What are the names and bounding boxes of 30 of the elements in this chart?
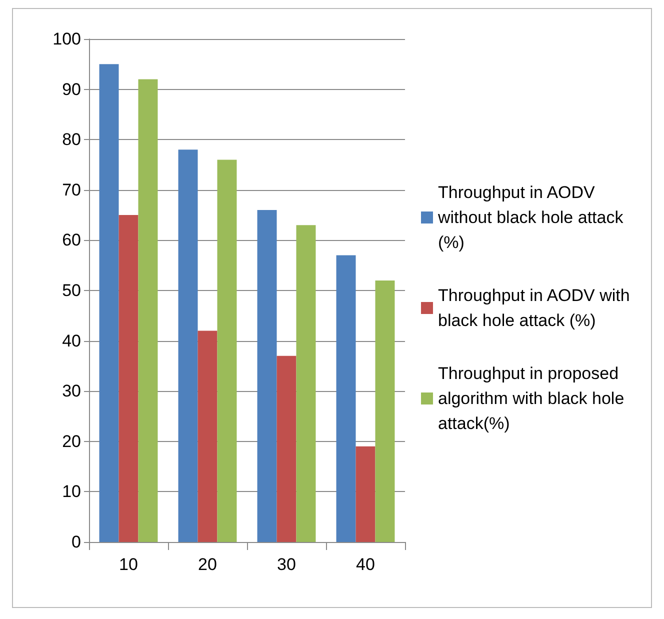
x-tick-label: 10	[119, 555, 138, 574]
y-tick-label: 50	[62, 281, 81, 300]
y-tick-label: 10	[62, 482, 81, 502]
bar	[375, 280, 395, 542]
y-tick-label: 30	[62, 382, 81, 401]
bar	[336, 255, 356, 542]
legend-label: Throughput in AODV with black hole attack (%)	[438, 286, 635, 330]
y-tick-label: 100	[52, 30, 81, 48]
y-tick-label: 70	[62, 180, 81, 200]
legend-label: Throughput in AODV without black hole attack (%)	[437, 183, 628, 252]
y-tick-label: 0	[72, 532, 81, 552]
y-tick-label: 80	[62, 130, 81, 150]
bar	[198, 330, 218, 542]
y-tick-label: 40	[62, 331, 81, 350]
bar	[356, 446, 376, 542]
bar	[118, 215, 138, 542]
y-tick-label: 20	[62, 432, 81, 451]
bar	[138, 79, 158, 542]
bar	[296, 225, 316, 542]
bar	[178, 150, 198, 542]
bar	[276, 356, 296, 542]
bar	[99, 64, 119, 542]
x-tick-label: 40	[356, 555, 375, 574]
y-tick-label: 60	[62, 230, 81, 250]
y-tick-label: 90	[62, 80, 81, 99]
bar	[257, 210, 277, 542]
bar	[217, 160, 237, 542]
legend-label: Throughput in proposed algorithm with black hole attack(%)	[438, 364, 629, 433]
x-tick-label: 30	[277, 555, 296, 574]
x-tick-label: 20	[198, 555, 217, 574]
